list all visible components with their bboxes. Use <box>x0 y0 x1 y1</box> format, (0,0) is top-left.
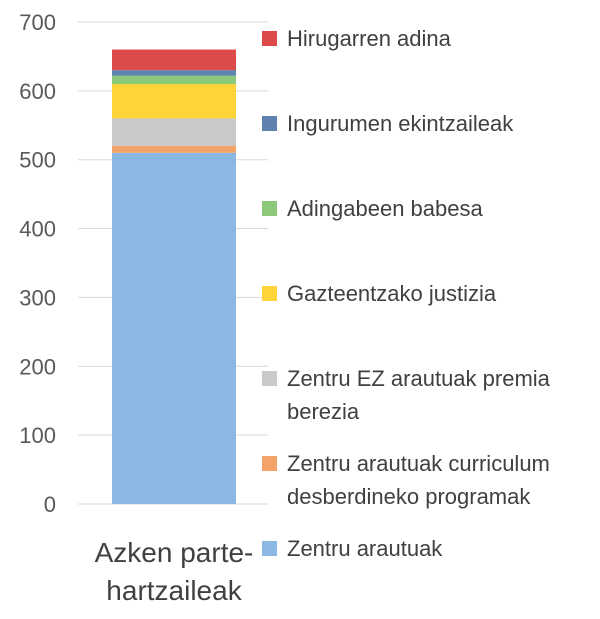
legend-item: Adingabeen babesa <box>262 192 587 225</box>
legend-swatch <box>262 371 277 386</box>
bar-segment-5 <box>112 75 236 84</box>
bar-segment-4 <box>112 83 236 119</box>
bar-segment-6 <box>112 70 236 76</box>
y-tick-label: 100 <box>19 423 56 448</box>
bar-segment-2 <box>112 145 236 153</box>
legend-item: Zentru arautuak curriculum desberdineko … <box>262 447 587 513</box>
x-axis: Azken parte-hartzaileak <box>95 537 254 606</box>
legend-item: Zentru EZ arautuak premia berezia <box>262 362 587 428</box>
legend-label: Zentru arautuak curriculum desberdineko … <box>287 451 550 509</box>
legend-label: Zentru EZ arautuak premia berezia <box>287 366 550 424</box>
legend-item: Zentru arautuak <box>262 532 587 565</box>
legend-swatch <box>262 541 277 556</box>
stacked-bar <box>112 49 236 505</box>
y-tick-label: 400 <box>19 217 56 242</box>
legend-label: Gazteentzako justizia <box>287 281 497 306</box>
legend-label: Adingabeen babesa <box>287 196 483 221</box>
legend-item: Hirugarren adina <box>262 22 587 55</box>
y-axis: 0 100 200 300 400 500 600 700 <box>19 10 56 517</box>
legend-swatch <box>262 116 277 131</box>
y-tick-label: 600 <box>19 79 56 104</box>
y-tick-label: 300 <box>19 285 56 310</box>
legend-label: Hirugarren adina <box>287 26 451 51</box>
y-tick-label: 0 <box>44 492 56 517</box>
legend: Hirugarren adina Ingurumen ekintzaileak Ad… <box>262 0 598 590</box>
bar-segment-1 <box>112 152 236 505</box>
legend-swatch <box>262 456 277 471</box>
y-tick-label: 500 <box>19 148 56 173</box>
legend-label: Zentru arautuak <box>287 536 443 561</box>
y-tick-label: 700 <box>19 10 56 35</box>
legend-item: Ingurumen ekintzaileak <box>262 107 587 140</box>
legend-swatch <box>262 201 277 216</box>
y-tick-label: 200 <box>19 354 56 379</box>
legend-swatch <box>262 31 277 46</box>
x-category-label-line: Azken parte- <box>95 537 254 568</box>
bar-segment-3 <box>112 118 236 146</box>
bar-segment-7 <box>112 49 236 71</box>
legend-swatch <box>262 286 277 301</box>
x-category-label-line: hartzaileak <box>106 575 242 606</box>
legend-label: Ingurumen ekintzaileak <box>287 111 514 136</box>
legend-item: Gazteentzako justizia <box>262 277 587 310</box>
